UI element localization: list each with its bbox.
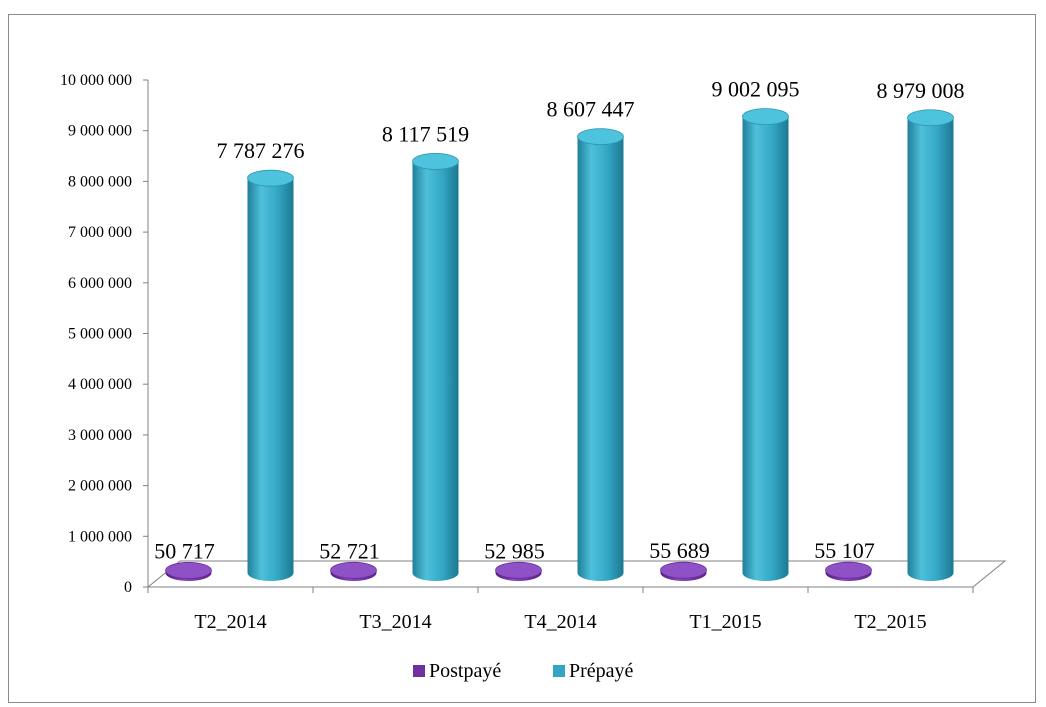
y-tick-label: 8 000 000 — [68, 173, 132, 190]
legend-swatch — [553, 665, 565, 677]
bar-body — [577, 136, 624, 582]
x-tick-label: T4_2014 — [524, 611, 596, 633]
bar-body — [412, 161, 459, 582]
bar-postpaye — [660, 561, 707, 581]
chart-frame — [8, 14, 1036, 703]
y-tick-label: 5 000 000 — [68, 326, 132, 343]
bar-cap — [907, 109, 954, 127]
data-label: 52 721 — [319, 538, 380, 563]
bar-body — [907, 117, 954, 582]
bar-prepaye — [577, 128, 624, 582]
bar-postpaye — [495, 561, 542, 581]
bar-prepaye — [412, 153, 459, 582]
data-label: 52 985 — [484, 538, 545, 563]
bar-cap — [660, 561, 707, 579]
bar-prepaye — [247, 169, 294, 581]
axis-layer: 0 1 000 000 2 000 000 3 000 000 4 000 000 5 0… — [60, 72, 974, 633]
y-tick-label: 2 000 000 — [68, 478, 132, 495]
data-label: 50 717 — [154, 538, 215, 563]
data-label: 55 689 — [649, 538, 710, 563]
y-tick-label: 9 000 000 — [68, 123, 132, 140]
x-tick-label: T3_2014 — [359, 611, 431, 633]
y-tick-label: 0 — [124, 579, 132, 596]
x-tick-label: T2_2015 — [854, 611, 926, 633]
x-tick-label: T2_2014 — [194, 611, 266, 633]
y-tick-label: 1 000 000 — [68, 528, 132, 545]
data-label: 9 002 095 — [712, 77, 800, 102]
bar-cap — [330, 561, 377, 579]
bar-prepaye — [742, 108, 789, 581]
legend-swatch — [413, 665, 425, 677]
bar-cap — [495, 561, 542, 579]
bar-cap — [247, 169, 294, 187]
bar-cap — [825, 561, 872, 579]
bar-body — [742, 116, 789, 581]
bar-postpaye — [330, 561, 377, 581]
data-label: 8 979 008 — [877, 78, 965, 103]
bar-body — [247, 178, 294, 581]
data-label: 55 107 — [814, 538, 875, 563]
y-tick-label: 6 000 000 — [68, 275, 132, 292]
data-label: 7 787 276 — [217, 138, 305, 163]
legend-label: Postpayé — [429, 660, 501, 682]
x-tick-label: T1_2015 — [689, 611, 761, 633]
legend-label: Prépayé — [569, 660, 634, 682]
bar-postpaye — [165, 562, 212, 581]
bar-postpaye — [825, 561, 872, 581]
legend: Postpayé Prépayé — [413, 660, 634, 682]
y-tick-label: 4 000 000 — [68, 376, 132, 393]
bars-layer — [165, 108, 954, 582]
y-tick-label: 3 000 000 — [68, 427, 132, 444]
bar-cap — [742, 108, 789, 125]
bar-cap — [412, 153, 459, 170]
bar-prepaye — [907, 109, 954, 582]
y-tick-label: 10 000 000 — [60, 72, 132, 89]
data-label: 8 607 447 — [547, 97, 635, 122]
data-label: 8 117 519 — [382, 121, 469, 146]
bar-cap — [165, 562, 212, 579]
bar-cap — [577, 128, 624, 146]
y-tick-label: 7 000 000 — [68, 224, 132, 241]
data-labels: 50 717 7 787 276 52 721 8 117 519 52 985 8 60… — [154, 77, 964, 564]
